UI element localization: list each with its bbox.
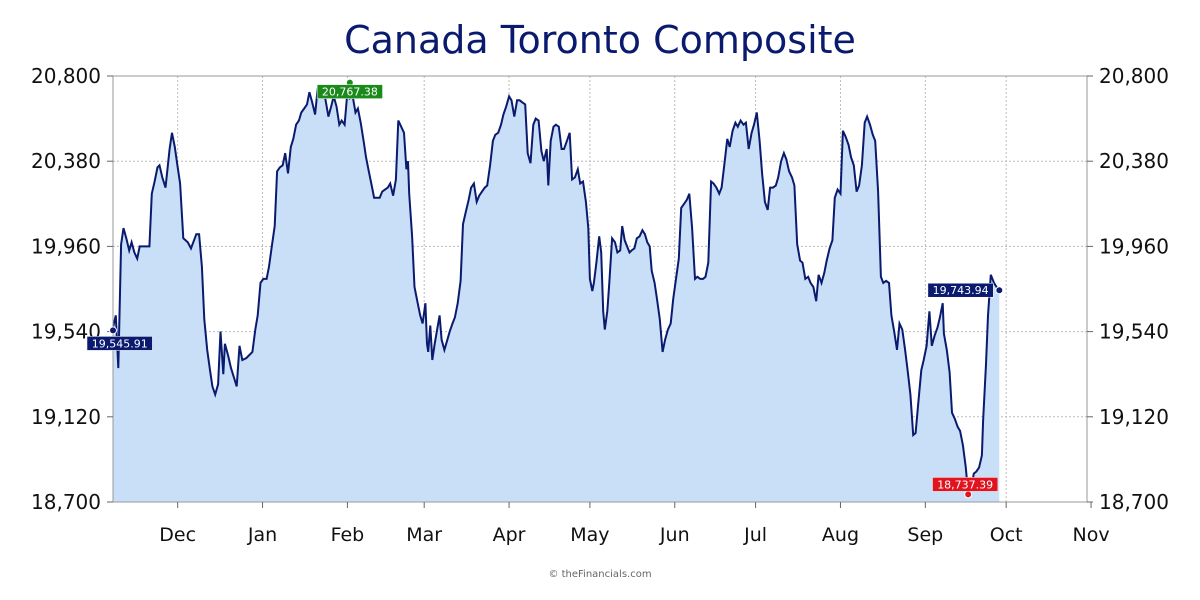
credit-text: © theFinancials.com [548,569,652,580]
y-tick-label: 19,960 [31,234,101,258]
x-tick-label: Jul [743,524,767,546]
x-tick-label: Jan [247,524,277,546]
point-marker-first [109,326,117,335]
x-tick-label: Jun [659,524,690,546]
y-tick-label: 18,700 [1099,490,1169,514]
value-tag-label-high: 20,767.38 [322,86,378,99]
y-tick-label: 19,120 [31,405,101,429]
y-tick-label: 18,700 [31,490,101,514]
x-axis: Dec Jan Feb Mar Apr May Jun Jul Aug Sep Oct Nov [159,502,1110,546]
y-tick-label: 19,540 [1099,320,1169,344]
value-tag-label-first: 19,545.91 [92,337,148,350]
y-tick-label: 20,380 [1099,149,1169,173]
y-tick-label: 19,120 [1099,405,1169,429]
x-tick-label: Sep [907,524,943,546]
annotations: 20,767.38 18,737.39 19,545.91 19,743.94 [86,78,1004,499]
point-marker-last [995,286,1004,295]
value-tag-last [927,282,994,298]
series-line [112,85,1001,498]
value-tag-low [932,477,999,492]
y-tick-label: 20,800 [31,64,101,88]
y-tick-label: 19,960 [1099,234,1169,258]
x-tick-label: Feb [331,524,365,546]
value-tag-high [316,84,383,99]
x-tick-label: May [570,524,609,546]
value-tag-first [86,336,153,351]
chart-title: Canada Toronto Composite [344,18,856,62]
x-tick-label: Oct [990,524,1023,546]
point-marker-low [964,490,973,499]
y-tick-label: 20,380 [31,149,101,173]
x-tick-label: Dec [159,524,196,546]
value-tag-label-last: 19,743.94 [933,284,989,297]
x-tick-label: Apr [493,524,526,546]
y-tick-label: 20,800 [1099,64,1169,88]
x-tick-label: Aug [822,524,859,546]
plot-frame [112,75,1088,503]
series-area-fill [113,88,1000,502]
x-tick-label: Nov [1072,524,1109,546]
value-tag-label-low: 18,737.39 [937,478,993,491]
x-tick-label: Mar [406,524,442,546]
y-axis-right: 18,700 19,120 19,540 19,960 20,380 20,800 [1087,64,1169,514]
